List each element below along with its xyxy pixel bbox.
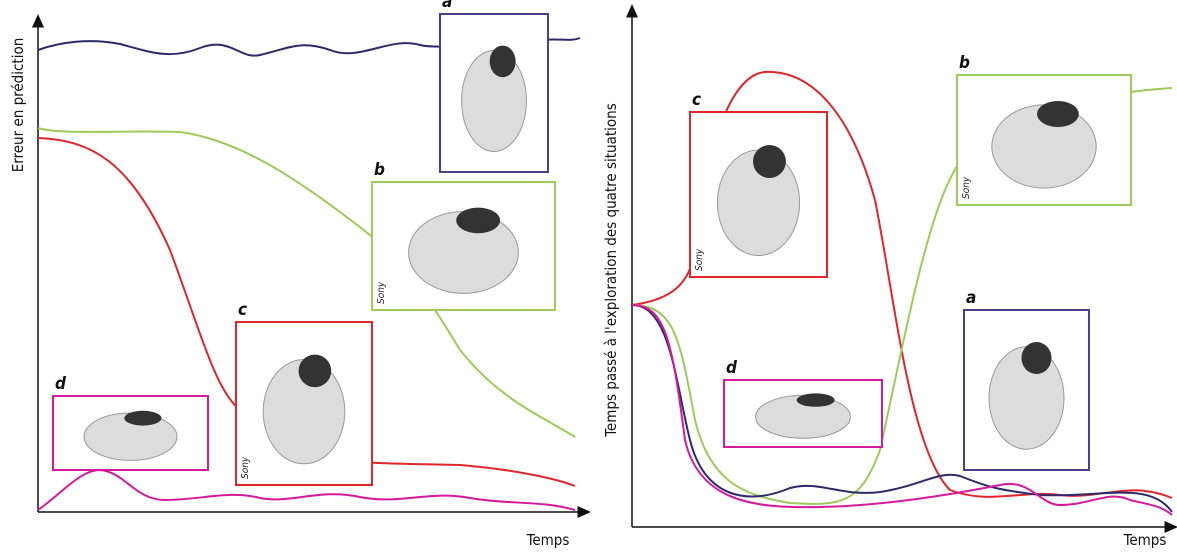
curve-a <box>632 305 1172 512</box>
x-axis-label: Temps <box>1123 531 1167 549</box>
photo-credit: Sony <box>961 176 972 199</box>
inset-letter: c <box>692 90 701 110</box>
inset-letter: d <box>55 374 67 394</box>
robot-head <box>456 208 500 234</box>
photo-credit: Sony <box>376 281 387 304</box>
robot-head <box>490 46 516 78</box>
robot-head <box>1037 101 1079 127</box>
inset-letter: d <box>726 358 738 378</box>
x-axis-label: Temps <box>526 531 570 549</box>
photo-credit: Sony <box>694 248 705 271</box>
inset-letter: a <box>442 0 452 12</box>
robot-head <box>753 145 786 178</box>
inset-letter: b <box>959 53 970 73</box>
photo-credit: Sony <box>240 456 251 479</box>
robot-head <box>797 393 835 406</box>
robot-head <box>1022 342 1052 374</box>
inset-letter: b <box>374 160 385 180</box>
y-axis-label: Erreur en prédiction <box>9 38 27 173</box>
inset-letter: c <box>238 300 247 320</box>
robot-head <box>299 355 332 388</box>
robot-head <box>124 411 161 426</box>
figure: Erreur en prédiction Temps Temps passé à… <box>0 0 1177 552</box>
inset-letter: a <box>966 288 976 308</box>
y-axis-label: Temps passé à l'exploration des quatre s… <box>602 103 620 438</box>
